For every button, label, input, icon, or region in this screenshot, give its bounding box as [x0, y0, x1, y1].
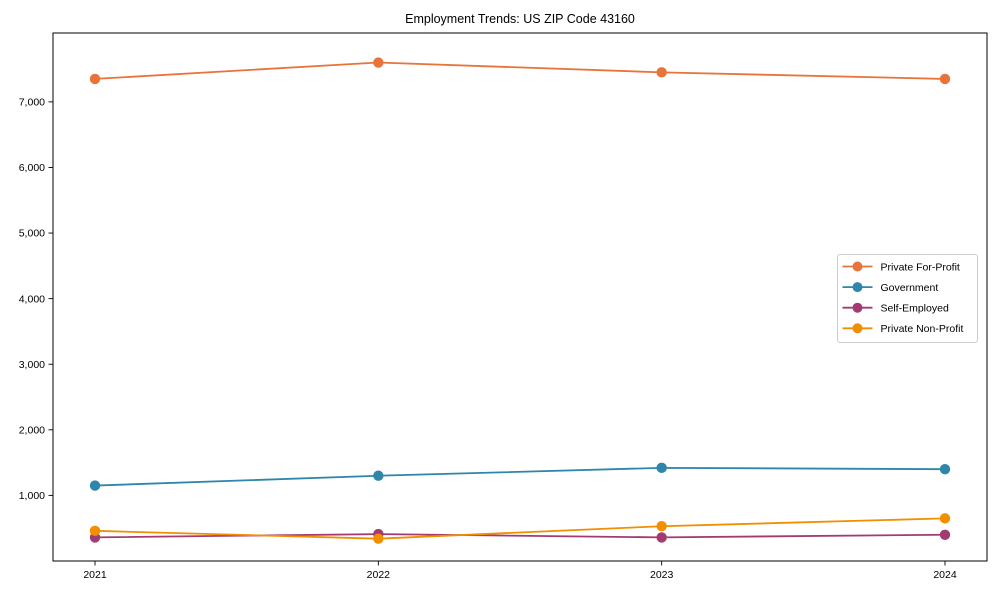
- data-point: [939, 463, 951, 475]
- data-point: [373, 57, 384, 68]
- data-point: [89, 480, 101, 491]
- x-tick-label: 2023: [650, 569, 674, 581]
- x-tick-label: 2022: [367, 569, 391, 581]
- y-tick-label: 2,000: [19, 425, 45, 437]
- legend-item: Private Non-Profit: [842, 323, 964, 335]
- data-point: [656, 521, 667, 532]
- series-private-for-profit: [89, 57, 951, 85]
- y-tick-label: 3,000: [19, 359, 45, 371]
- legend-marker-icon: [852, 261, 863, 272]
- y-tick-label: 4,000: [19, 293, 45, 305]
- series-self-employed: [89, 528, 951, 543]
- legend-box: [837, 254, 978, 343]
- series-line: [94, 466, 946, 487]
- data-point: [656, 462, 667, 474]
- legend-item-label: Self-Employed: [881, 303, 949, 315]
- legend-item: Government: [842, 282, 939, 294]
- data-point: [939, 513, 951, 524]
- series-government: [89, 462, 951, 491]
- x-tick-label: 2021: [83, 569, 107, 581]
- series-private-non-profit: [89, 513, 951, 544]
- series-line: [94, 533, 946, 539]
- series-line: [94, 517, 946, 540]
- data-point: [373, 533, 384, 544]
- legend-item-label: Government: [881, 282, 939, 294]
- data-point: [939, 529, 951, 540]
- x-tick-label: 2024: [933, 569, 957, 581]
- y-tick-label: 7,000: [19, 97, 45, 109]
- data-point: [939, 73, 951, 85]
- data-point: [656, 67, 667, 78]
- data-point: [89, 73, 101, 85]
- legend-item: Self-Employed: [842, 302, 949, 315]
- legend-marker-icon: [852, 302, 863, 313]
- y-tick-label: 5,000: [19, 228, 45, 240]
- legend-marker-icon: [852, 323, 863, 334]
- legend: Private For-Profit Government Self-Employe…: [837, 254, 978, 343]
- series-line: [94, 61, 946, 80]
- y-tick-label: 1,000: [19, 490, 45, 502]
- plot-area-border: [52, 32, 988, 562]
- legend-item: Private For-Profit: [842, 261, 960, 273]
- legend-item-label: Private For-Profit: [881, 261, 960, 273]
- legend-item-label: Private Non-Profit: [881, 323, 964, 335]
- legend-marker-icon: [852, 282, 863, 293]
- y-tick-label: 6,000: [19, 162, 45, 174]
- chart-title: Employment Trends: US ZIP Code 43160: [405, 12, 635, 26]
- data-point: [656, 532, 667, 543]
- plot-area: 1,000 2,000 3,000 4,000 5,000 6,000 7,000 2021 2…: [19, 32, 988, 581]
- data-point: [89, 525, 101, 537]
- data-point: [373, 470, 384, 481]
